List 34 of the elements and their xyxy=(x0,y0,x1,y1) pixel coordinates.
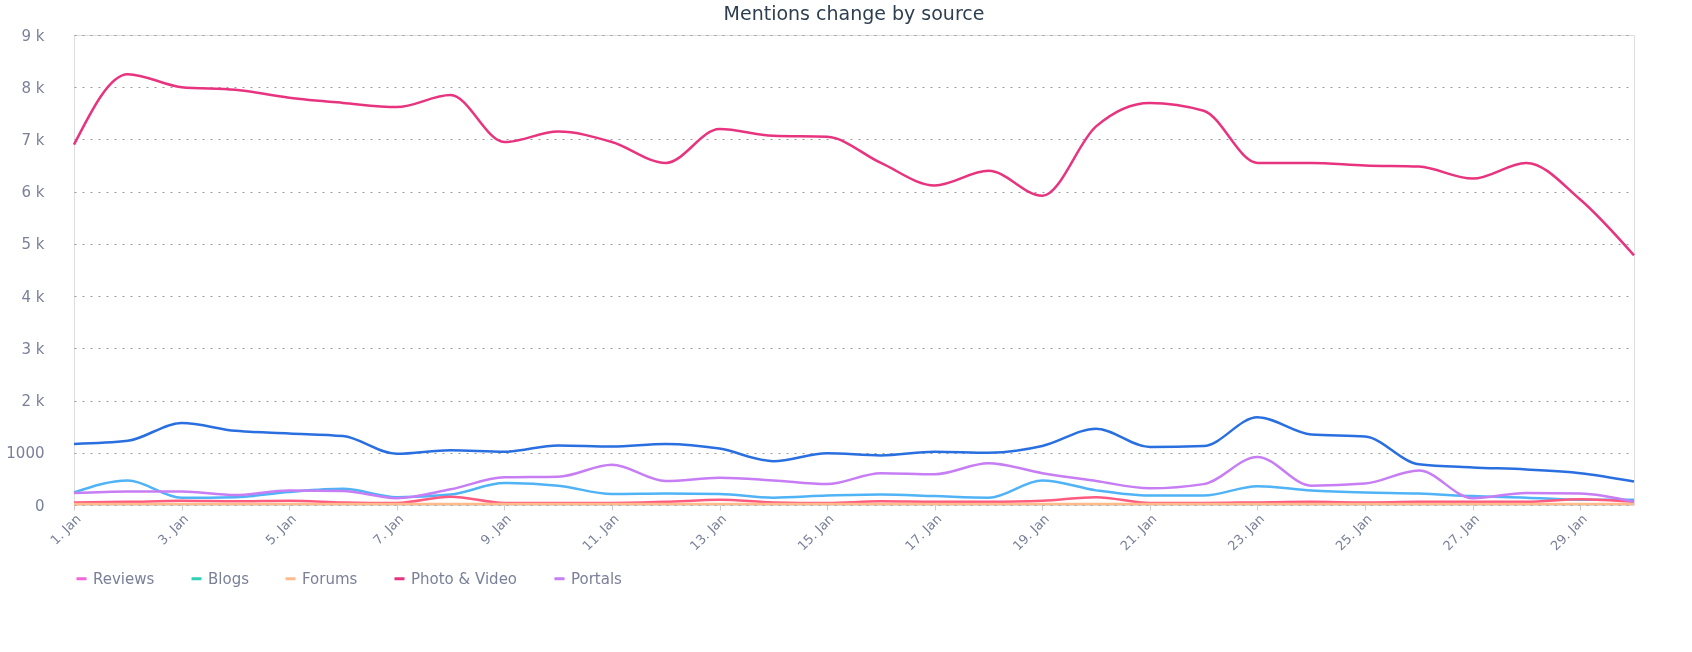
chart-title: Mentions change by source xyxy=(723,2,985,24)
y-tick-label: 3 k xyxy=(21,339,45,358)
y-tick-label: 4 k xyxy=(21,287,45,306)
x-tick-label: 25. Jan xyxy=(1332,511,1375,554)
line-series xyxy=(72,416,1636,483)
x-tick-label: 15. Jan xyxy=(794,511,837,554)
y-tick-label: 1000 xyxy=(6,444,45,463)
x-tick-label: 19. Jan xyxy=(1009,511,1052,554)
x-tick-label: 9. Jan xyxy=(477,511,515,548)
x-tick-label: 27. Jan xyxy=(1439,511,1483,554)
x-tick-label: 1. Jan xyxy=(47,511,84,548)
y-tick-label: 0 xyxy=(34,496,45,515)
x-tick-label: 21. Jan xyxy=(1117,511,1160,554)
x-tick-label: 17. Jan xyxy=(902,511,945,554)
y-tick-label: 2 k xyxy=(21,392,45,411)
x-tick-label: 13. Jan xyxy=(686,511,730,554)
x-tick-label: 23. Jan xyxy=(1224,511,1268,554)
y-tick-label: 6 k xyxy=(21,183,45,202)
x-tick-label: 3. Jan xyxy=(154,511,192,548)
line-series xyxy=(72,455,1636,504)
legend-label: Photo & Video xyxy=(411,569,518,588)
x-tick-label: 29. Jan xyxy=(1547,511,1590,554)
x-tick-label: 7. Jan xyxy=(369,511,407,548)
line-series xyxy=(72,72,1636,257)
x-tick-label: 5. Jan xyxy=(262,511,299,548)
y-tick-label: 8 k xyxy=(21,78,45,97)
legend-label: Reviews xyxy=(93,569,155,588)
y-tick-label: 9 k xyxy=(21,26,45,45)
legend-label: Portals xyxy=(571,569,623,588)
legend-label: Forums xyxy=(302,569,358,588)
x-tick-label: 11. Jan xyxy=(579,511,622,554)
y-tick-label: 5 k xyxy=(21,235,45,254)
legend-label: Blogs xyxy=(208,569,250,588)
y-tick-label: 7 k xyxy=(21,130,45,149)
